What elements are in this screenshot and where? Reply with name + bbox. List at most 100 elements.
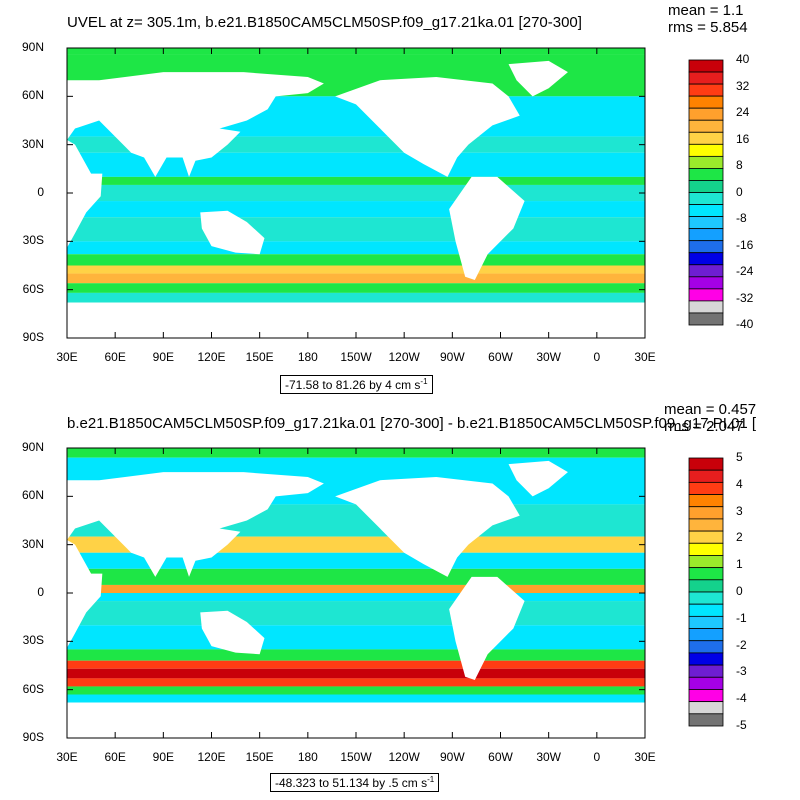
colorbar-box (688, 701, 724, 715)
colorbar-box (688, 228, 724, 242)
colorbar-box (688, 628, 724, 642)
land-mask (449, 176, 525, 280)
colorbar-label: 8 (736, 158, 743, 172)
lat-tick-label: 30N (21, 136, 44, 151)
colorbar-label: 16 (736, 131, 750, 146)
colorbar-box (688, 204, 724, 217)
field-band (67, 241, 645, 255)
lat-tick-label: 30N (21, 536, 44, 551)
lon-tick-label: 180 (297, 350, 318, 364)
field-band (67, 678, 645, 687)
field-band (67, 601, 645, 626)
colorbar-box (688, 276, 724, 290)
colorbar-box (688, 664, 724, 678)
colorbar-label: -2 (736, 637, 747, 652)
panel-title: UVEL at z= 305.1m, b.e21.B1850CAM5CLM50S… (67, 14, 582, 31)
contour-range-label: -71.58 to 81.26 by 4 cm s-1 (280, 375, 433, 394)
colorbar-label: 2 (736, 530, 743, 545)
lat-tick-label: 30S (22, 233, 44, 248)
map-plot (18, 47, 724, 339)
colorbar-box (688, 252, 724, 266)
lat-tick-label: 90N (21, 440, 44, 454)
land-mask (335, 477, 520, 577)
colorbar-label: -32 (736, 290, 754, 305)
colorbar-label: -3 (736, 664, 747, 679)
lon-tick-label: 30W (536, 350, 561, 364)
land-mask (18, 472, 324, 577)
land-mask (18, 72, 324, 177)
land-mask (200, 610, 265, 655)
range-unit-exponent: -1 (420, 377, 428, 386)
rms-text: rms = 2.047 (664, 418, 744, 435)
colorbar-box (688, 288, 724, 302)
colorbar-box (688, 676, 724, 690)
range-unit-exponent: -1 (427, 775, 435, 784)
rms-text: rms = 5.854 (668, 19, 748, 36)
colorbar-box (688, 689, 724, 703)
colorbar-label: 0 (736, 584, 743, 598)
colorbar-box (688, 481, 724, 495)
lat-tick-label: 90N (21, 40, 44, 54)
range-text: -71.58 to 81.26 by 4 cm s (285, 378, 421, 392)
lon-tick-label: 30E (634, 750, 656, 764)
colorbar-box (688, 143, 724, 157)
lon-tick-label: 90W (439, 350, 465, 364)
colorbar-box (688, 264, 724, 278)
field-band (67, 649, 645, 661)
mean-text: mean = 0.457 (664, 401, 757, 418)
land-mask (0, 536, 103, 648)
lon-tick-label: 180 (297, 750, 318, 764)
colorbar-box (688, 713, 724, 727)
range-text: -48.323 to 51.134 by .5 cm s (275, 776, 428, 790)
lon-tick-label: 150W (340, 750, 372, 764)
lon-tick-label: 60W (488, 350, 513, 364)
mean-text: mean = 1.1 (668, 2, 744, 19)
colorbar-label: 24 (736, 105, 750, 119)
colorbar-box (688, 216, 724, 230)
land-mask (508, 460, 568, 497)
colorbar-box (688, 240, 724, 254)
colorbar-box (688, 530, 724, 544)
colorbar-box (688, 555, 724, 569)
lon-tick-label: 120E (197, 350, 226, 364)
field-band (67, 273, 645, 284)
lat-tick-label: 60N (21, 488, 44, 503)
colorbar-box (688, 603, 724, 617)
field-band (67, 584, 645, 593)
lon-tick-label: 60W (488, 750, 513, 764)
field-band (67, 593, 645, 602)
lon-tick-label: 60E (104, 750, 126, 764)
lon-tick-label: 60E (104, 350, 126, 364)
lon-tick-label: 90E (152, 350, 174, 364)
field-band (67, 201, 645, 218)
field-band (67, 176, 645, 185)
colorbar-label: 4 (736, 476, 743, 491)
colorbar-box (688, 615, 724, 629)
colorbar-label: -1 (736, 610, 747, 625)
lat-tick-label: 90S (22, 730, 44, 744)
panel-title: b.e21.B1850CAM5CLM50SP.f09_g17.21ka.01 [… (67, 415, 757, 432)
lon-tick-label: 150E (245, 350, 274, 364)
land-mask (335, 77, 520, 177)
land-mask (449, 576, 525, 680)
colorbar-box (688, 457, 724, 471)
colorbar-label: 5 (736, 450, 743, 464)
map-plot (0, 447, 724, 739)
field-band (67, 184, 645, 202)
colorbar-box (688, 652, 724, 666)
colorbar-box (688, 579, 724, 593)
field-band (67, 292, 645, 303)
colorbar-box (688, 640, 724, 654)
colorbar-box (688, 107, 724, 121)
lon-tick-label: 30W (536, 750, 561, 764)
lon-tick-label: 0 (593, 750, 601, 764)
field-band (67, 254, 645, 266)
lon-tick-label: 120W (388, 350, 420, 364)
colorbar-label: 40 (736, 52, 750, 66)
colorbar-label: 32 (736, 78, 750, 93)
lat-tick-label: 0 (37, 585, 44, 599)
land-mask (67, 702, 645, 738)
lon-tick-label: 0 (593, 350, 601, 364)
lon-tick-label: 30E (634, 350, 656, 364)
lon-tick-label: 30E (56, 350, 78, 364)
